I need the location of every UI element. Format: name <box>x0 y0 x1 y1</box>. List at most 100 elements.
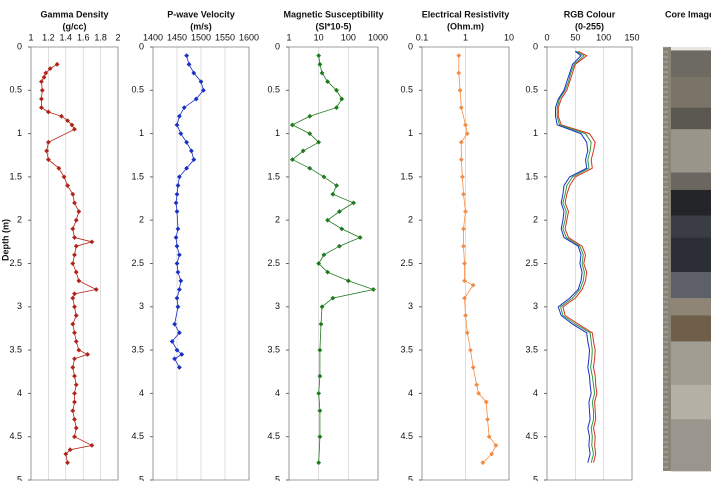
y-tick-label: 4.5 <box>400 431 413 441</box>
data-point <box>371 287 376 292</box>
y-axis-label: Depth (m) <box>0 219 10 261</box>
x-tick-label: 50 <box>570 32 580 42</box>
x-tick-label: 0 <box>544 32 549 42</box>
data-point <box>175 183 181 188</box>
data-point <box>69 122 75 128</box>
y-tick-label: 5 <box>275 474 280 481</box>
data-point <box>458 105 464 111</box>
data-point <box>462 278 467 284</box>
core-band <box>671 77 711 108</box>
data-point <box>330 191 336 197</box>
data-line <box>555 50 592 463</box>
data-point <box>39 105 44 111</box>
data-point <box>70 261 76 266</box>
data-point <box>186 61 192 67</box>
y-tick-label: 2.5 <box>525 258 538 268</box>
y-tick-label: 0 <box>139 41 144 51</box>
data-point <box>181 105 187 111</box>
data-point <box>321 252 327 258</box>
data-point <box>345 278 351 284</box>
y-tick-label: 1 <box>139 128 144 138</box>
y-tick-label: 0.5 <box>131 85 144 95</box>
core-band <box>671 47 711 51</box>
data-point <box>177 365 182 370</box>
data-point <box>334 87 339 93</box>
y-tick-label: 1.5 <box>525 171 538 181</box>
data-point <box>67 447 73 453</box>
y-tick-label: 1 <box>533 128 538 138</box>
data-point <box>39 87 45 93</box>
data-point <box>289 157 295 162</box>
data-point <box>462 261 467 266</box>
y-tick-label: 2 <box>408 215 413 225</box>
data-point <box>316 139 322 145</box>
data-point <box>65 460 70 466</box>
data-point <box>56 165 62 171</box>
data-point <box>330 295 336 301</box>
y-tick-label: 0 <box>408 41 413 51</box>
y-tick-label: 2.5 <box>131 258 144 268</box>
data-point <box>321 174 327 180</box>
data-point <box>456 53 462 59</box>
data-point <box>457 87 463 93</box>
x-tick-label: 1500 <box>191 32 211 42</box>
core-band <box>671 384 711 420</box>
y-tick-label: 3 <box>17 301 22 311</box>
plot-frame <box>546 46 633 481</box>
x-tick-label: 0.1 <box>416 32 429 42</box>
data-point <box>72 373 77 379</box>
data-point <box>70 365 76 370</box>
data-point <box>461 191 466 197</box>
data-point <box>174 122 180 128</box>
y-tick-label: 2 <box>139 215 144 225</box>
y-tick-label: 4 <box>275 388 280 398</box>
y-tick-label: 3 <box>275 301 280 311</box>
data-line <box>557 50 598 463</box>
data-point <box>72 356 77 362</box>
data-point <box>489 451 495 457</box>
plot-frame <box>152 46 250 481</box>
y-tick-label: 1.5 <box>131 171 144 181</box>
x-tick-label: 1450 <box>167 32 187 42</box>
data-point <box>485 416 490 422</box>
data-point <box>93 287 99 292</box>
data-point <box>177 252 182 258</box>
y-tick-label: 1 <box>275 128 280 138</box>
x-tick-label: 150 <box>624 32 639 42</box>
data-point <box>72 391 77 396</box>
core-band <box>671 215 711 238</box>
y-tick-label: 4 <box>408 388 413 398</box>
x-tick-label: 1400 <box>143 32 163 42</box>
y-tick-label: 5 <box>17 474 22 481</box>
y-tick-label: 3.5 <box>400 344 413 354</box>
data-point <box>470 282 476 288</box>
data-point <box>172 321 177 327</box>
data-point <box>339 96 345 102</box>
data-point <box>72 291 77 297</box>
x-tick-label: 10 <box>314 32 324 42</box>
data-point <box>476 391 481 396</box>
data-point <box>317 347 323 353</box>
data-point <box>318 321 324 327</box>
y-tick-label: 3.5 <box>131 344 144 354</box>
data-point <box>72 330 77 336</box>
data-point <box>179 352 185 357</box>
data-point <box>357 235 363 240</box>
x-tick-label: 1600 <box>239 32 259 42</box>
y-tick-label: 1.5 <box>267 171 280 181</box>
data-point <box>307 165 313 171</box>
y-tick-label: 0.5 <box>9 85 22 95</box>
data-point <box>73 382 79 388</box>
panel-title: Magnetic Susceptibility <box>283 9 383 19</box>
data-point <box>73 313 79 318</box>
data-point <box>289 122 295 128</box>
data-point <box>59 113 64 119</box>
y-tick-label: 0.5 <box>267 85 280 95</box>
y-tick-label: 2 <box>275 215 280 225</box>
y-tick-label: 3 <box>408 301 413 311</box>
y-tick-label: 1 <box>17 128 22 138</box>
y-tick-label: 2 <box>17 215 22 225</box>
y-tick-label: 2.5 <box>267 258 280 268</box>
y-tick-label: 4 <box>139 388 144 398</box>
